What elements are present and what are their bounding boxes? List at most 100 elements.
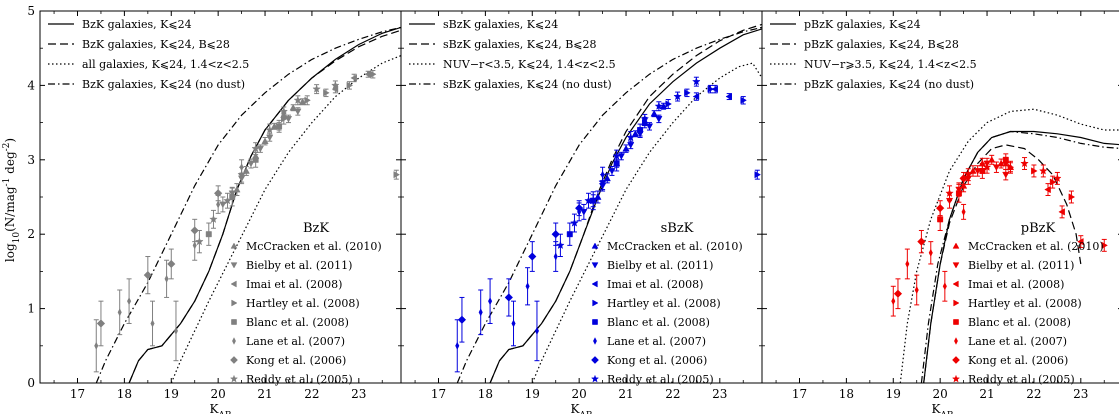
- data-point-triangle-right: [740, 96, 747, 104]
- data-point-triangle-down: [219, 201, 227, 209]
- y-tick-label: 0: [27, 376, 35, 390]
- data-point-thin-diamond: [150, 319, 155, 328]
- legend-marker-star: [951, 374, 961, 383]
- data-point-diamond: [935, 203, 945, 213]
- legend-marker-label: Reddy et al. (2005): [968, 373, 1075, 386]
- legend-marker-label: Bielby et al. (2011): [246, 259, 352, 272]
- model-line-dashdot: [95, 26, 401, 383]
- legend-marker-triangle-right: [231, 299, 238, 307]
- x-axis-label: KAB: [931, 402, 953, 414]
- data-point-star: [598, 177, 607, 186]
- x-tick-label: 23: [1073, 387, 1088, 401]
- x-tick-label: 19: [886, 387, 901, 401]
- data-point-triangle-up: [242, 167, 250, 174]
- data-point-triangle-up: [270, 122, 279, 130]
- data-point-star: [1020, 158, 1029, 168]
- y-tick-label: 3: [27, 153, 35, 167]
- data-point-triangle-left: [1077, 238, 1084, 246]
- legend-marker-label: Imai et al. (2008): [246, 278, 342, 291]
- panel-title: pBzK: [1021, 221, 1056, 236]
- data-point-triangle-right: [1049, 178, 1057, 186]
- data-point-star: [1038, 166, 1048, 175]
- data-point-star: [237, 170, 246, 179]
- legend-marker-triangle-right: [953, 299, 960, 307]
- legend-line-label: BzK galaxies, K⩽24: [82, 18, 192, 31]
- data-point-diamond: [528, 252, 537, 261]
- legend-line-label: sBzK galaxies, K⩽24: [443, 18, 558, 31]
- model-line-dashed: [489, 23, 762, 383]
- legend-marker-label: Lane et al. (2007): [607, 335, 706, 348]
- data-point-thin-diamond: [173, 326, 179, 335]
- legend-marker-star: [590, 374, 600, 383]
- legend-marker-triangle-up: [591, 242, 599, 249]
- legend-line-label: sBzK galaxies, K⩽24, B⩽28: [443, 38, 597, 51]
- data-point-triangle-down: [608, 168, 616, 175]
- legend-marker-diamond: [591, 356, 599, 364]
- data-point-triangle-right: [346, 81, 354, 90]
- data-point-square: [205, 231, 212, 238]
- legend-marker-triangle-left: [230, 280, 237, 288]
- panel-title: BzK: [303, 221, 329, 236]
- data-point-thin-diamond: [216, 200, 221, 209]
- data-point-thin-diamond: [511, 319, 516, 328]
- data-point-square: [955, 190, 962, 197]
- data-point-triangle-right: [393, 171, 401, 179]
- data-point-star: [312, 84, 321, 93]
- data-point-triangle-up: [631, 130, 640, 137]
- legend-marker-label: McCracken et al. (2010): [968, 240, 1104, 253]
- data-point-triangle-right: [304, 96, 311, 104]
- legend-line-label: pBzK galaxies, K⩽24: [804, 18, 921, 31]
- panels: 17181920212223012345KABBzK galaxies, K⩽2…: [27, 4, 1119, 414]
- data-point-thin-diamond: [914, 285, 919, 295]
- x-tick-label: 22: [1026, 387, 1041, 401]
- x-axis-label: KAB: [570, 402, 592, 414]
- data-point-star: [556, 240, 565, 250]
- x-tick-label: 18: [839, 387, 854, 401]
- data-point-star: [279, 106, 289, 116]
- data-point-square: [637, 127, 644, 134]
- data-point-triangle-right: [1031, 167, 1038, 175]
- legend-marker-label: Bielby et al. (2011): [607, 259, 713, 272]
- data-point-triangle-up: [969, 167, 977, 174]
- data-point-triangle-left: [1044, 185, 1051, 194]
- data-point-diamond: [143, 270, 153, 280]
- data-point-thin-diamond: [891, 297, 896, 306]
- data-point-triangle-up: [298, 98, 307, 105]
- data-point-thin-diamond: [488, 297, 493, 306]
- y-tick-label: 5: [27, 4, 35, 18]
- data-point-triangle-up: [650, 109, 658, 117]
- plot-area: [890, 108, 1119, 383]
- legend-marker-label: McCracken et al. (2010): [607, 240, 743, 253]
- legend-marker-triangle-up: [230, 242, 238, 249]
- data-point-star: [982, 162, 992, 171]
- x-tick-label: 21: [618, 387, 633, 401]
- data-point-triangle-down: [655, 116, 663, 123]
- data-point-star: [673, 91, 682, 101]
- legend-line-label: pBzK galaxies, K⩽24, B⩽28: [804, 38, 959, 51]
- legend-marker-label: Kong et al. (2006): [246, 354, 346, 367]
- legend-marker-label: McCracken et al. (2010): [246, 240, 382, 253]
- data-point-diamond: [457, 315, 467, 324]
- data-point-thin-diamond: [164, 274, 169, 283]
- data-point-triangle-right: [1007, 163, 1015, 171]
- data-point-star: [654, 101, 664, 110]
- data-point-star: [1053, 173, 1062, 183]
- data-point-square: [979, 167, 986, 174]
- legend-marker-label: Blanc et al. (2008): [968, 316, 1071, 329]
- data-point-thin-diamond: [928, 248, 933, 257]
- data-point-diamond: [504, 293, 514, 302]
- data-point-thin-diamond: [905, 259, 910, 269]
- x-tick-label: 17: [792, 387, 807, 401]
- data-point-triangle-right: [665, 100, 672, 108]
- x-tick-label: 20: [211, 387, 226, 401]
- data-point-triangle-down: [992, 164, 1001, 171]
- x-tick-label: 22: [665, 387, 680, 401]
- data-point-thin-diamond: [553, 252, 558, 261]
- data-point-diamond: [574, 203, 584, 213]
- data-point-triangle-right: [370, 70, 377, 78]
- data-point-triangle-up: [603, 174, 611, 182]
- y-tick-label: 2: [27, 227, 35, 241]
- legend-marker-triangle-down: [591, 262, 599, 269]
- data-point-triangle-right: [280, 115, 288, 123]
